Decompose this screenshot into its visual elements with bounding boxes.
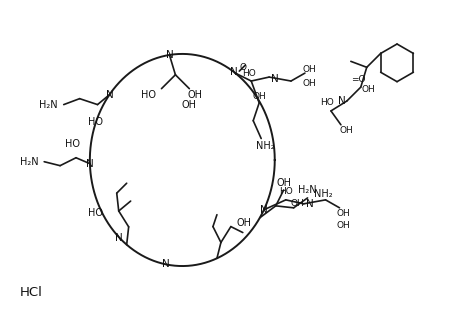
- Text: OH: OH: [302, 78, 316, 88]
- Text: OH: OH: [188, 90, 203, 100]
- Text: OH: OH: [182, 100, 197, 110]
- Text: N: N: [163, 259, 170, 270]
- Text: HO: HO: [141, 90, 156, 100]
- Text: O: O: [240, 63, 247, 72]
- Text: OH: OH: [337, 209, 350, 218]
- Text: N: N: [86, 159, 94, 169]
- Text: N: N: [106, 90, 113, 100]
- Text: OH: OH: [276, 178, 291, 188]
- Text: OH: OH: [337, 221, 350, 230]
- Text: H₂N: H₂N: [39, 100, 58, 110]
- Text: H₂N: H₂N: [297, 185, 316, 195]
- Text: HO: HO: [279, 187, 293, 197]
- Text: N: N: [260, 205, 268, 215]
- Text: HCl: HCl: [19, 286, 42, 299]
- Text: HO: HO: [64, 139, 79, 149]
- Text: OH: OH: [291, 199, 304, 208]
- Text: N: N: [306, 199, 313, 209]
- Text: HO: HO: [242, 69, 256, 78]
- Text: NH₂: NH₂: [313, 189, 332, 199]
- Text: N: N: [230, 67, 238, 77]
- Text: N: N: [271, 74, 279, 84]
- Text: N: N: [115, 233, 123, 243]
- Text: OH: OH: [302, 65, 316, 74]
- Text: N: N: [338, 96, 346, 106]
- Text: H₂N: H₂N: [20, 157, 38, 167]
- Text: HO: HO: [88, 208, 103, 218]
- Text: HO: HO: [320, 99, 334, 107]
- Text: OH: OH: [237, 218, 252, 228]
- Text: N: N: [166, 50, 173, 60]
- Text: OH: OH: [362, 85, 375, 94]
- Text: OH: OH: [340, 126, 354, 135]
- Text: =O: =O: [352, 75, 366, 84]
- Text: NH₂: NH₂: [256, 142, 275, 151]
- Text: HO: HO: [88, 118, 103, 127]
- Text: OH: OH: [252, 92, 266, 101]
